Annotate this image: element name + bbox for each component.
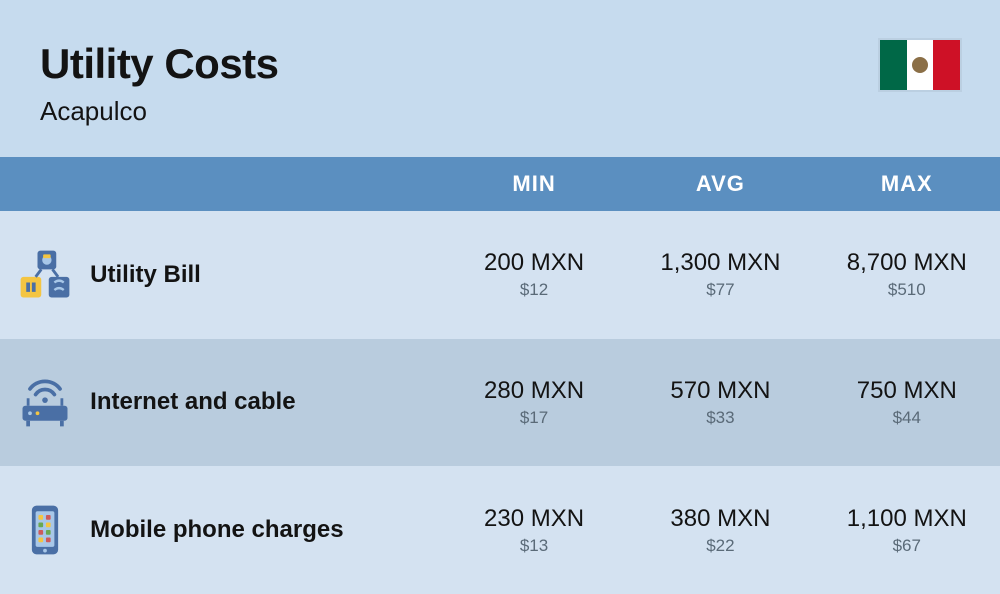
val-primary: 230 MXN bbox=[441, 505, 627, 533]
val-secondary: $17 bbox=[441, 408, 627, 428]
header-row: MIN AVG MAX bbox=[0, 157, 1000, 211]
cell-avg: 570 MXN $33 bbox=[627, 339, 813, 467]
val-primary: 200 MXN bbox=[441, 249, 627, 277]
flag-green-stripe bbox=[880, 40, 907, 90]
table-row: Utility Bill 200 MXN $12 1,300 MXN $77 8… bbox=[0, 211, 1000, 339]
cost-table: MIN AVG MAX bbox=[0, 157, 1000, 594]
table-body: Utility Bill 200 MXN $12 1,300 MXN $77 8… bbox=[0, 211, 1000, 594]
val-secondary: $44 bbox=[814, 408, 1000, 428]
table-row: Mobile phone charges 230 MXN $13 380 MXN… bbox=[0, 466, 1000, 594]
internet-icon bbox=[15, 372, 75, 432]
cell-avg: 380 MXN $22 bbox=[627, 466, 813, 594]
val-secondary: $22 bbox=[627, 536, 813, 556]
row-label: Mobile phone charges bbox=[90, 466, 441, 594]
val-primary: 280 MXN bbox=[441, 377, 627, 405]
cell-min: 200 MXN $12 bbox=[441, 211, 627, 339]
table-header: MIN AVG MAX bbox=[0, 157, 1000, 211]
row-label: Internet and cable bbox=[90, 339, 441, 467]
cell-min: 230 MXN $13 bbox=[441, 466, 627, 594]
table-row: Internet and cable 280 MXN $17 570 MXN $… bbox=[0, 339, 1000, 467]
val-primary: 570 MXN bbox=[627, 377, 813, 405]
val-secondary: $67 bbox=[814, 536, 1000, 556]
val-primary: 1,100 MXN bbox=[814, 505, 1000, 533]
cell-min: 280 MXN $17 bbox=[441, 339, 627, 467]
val-primary: 380 MXN bbox=[627, 505, 813, 533]
header-avg: AVG bbox=[627, 157, 813, 211]
val-secondary: $33 bbox=[627, 408, 813, 428]
row-icon-cell bbox=[0, 466, 90, 594]
val-primary: 750 MXN bbox=[814, 377, 1000, 405]
header-icon-col bbox=[0, 157, 90, 211]
header-min: MIN bbox=[441, 157, 627, 211]
header-max: MAX bbox=[814, 157, 1000, 211]
val-secondary: $13 bbox=[441, 536, 627, 556]
flag-emblem bbox=[912, 57, 928, 73]
utility-bill-icon bbox=[15, 245, 75, 305]
mobile-phone-icon bbox=[15, 500, 75, 560]
row-icon-cell bbox=[0, 211, 90, 339]
header-text: Utility Costs Acapulco bbox=[40, 40, 279, 127]
val-primary: 1,300 MXN bbox=[627, 249, 813, 277]
cell-max: 1,100 MXN $67 bbox=[814, 466, 1000, 594]
flag-red-stripe bbox=[933, 40, 960, 90]
page-title: Utility Costs bbox=[40, 40, 279, 88]
header-label-col bbox=[90, 157, 441, 211]
row-icon-cell bbox=[0, 339, 90, 467]
row-label: Utility Bill bbox=[90, 211, 441, 339]
header: Utility Costs Acapulco bbox=[0, 0, 1000, 157]
cell-avg: 1,300 MXN $77 bbox=[627, 211, 813, 339]
val-secondary: $77 bbox=[627, 280, 813, 300]
mexico-flag-icon bbox=[880, 40, 960, 90]
val-secondary: $12 bbox=[441, 280, 627, 300]
val-primary: 8,700 MXN bbox=[814, 249, 1000, 277]
flag-white-stripe bbox=[907, 40, 934, 90]
page: Utility Costs Acapulco MIN AVG MAX bbox=[0, 0, 1000, 594]
page-subtitle: Acapulco bbox=[40, 96, 279, 127]
cell-max: 8,700 MXN $510 bbox=[814, 211, 1000, 339]
cell-max: 750 MXN $44 bbox=[814, 339, 1000, 467]
val-secondary: $510 bbox=[814, 280, 1000, 300]
